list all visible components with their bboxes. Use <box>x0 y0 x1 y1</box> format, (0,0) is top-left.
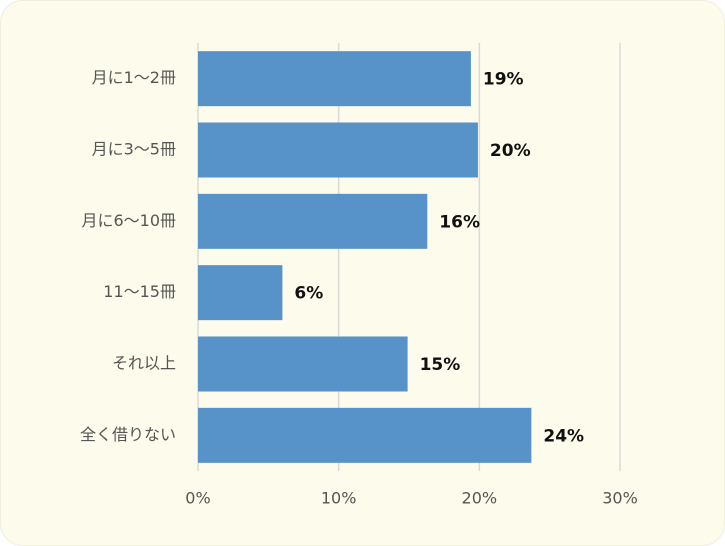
bar <box>198 265 283 321</box>
y-tick-label: 月に3～5冊 <box>92 140 176 159</box>
bar <box>198 336 408 392</box>
x-tick-label: 30% <box>602 489 638 508</box>
value-label: 15% <box>420 355 461 375</box>
x-tick-label: 0% <box>185 489 210 508</box>
bar <box>198 407 532 463</box>
bar <box>198 51 471 107</box>
value-label: 24% <box>543 426 584 446</box>
y-tick-label: それ以上 <box>112 354 176 373</box>
y-tick-label: 全く借りない <box>80 425 176 444</box>
value-label: 19% <box>483 70 524 90</box>
y-tick-label: 月に6～10冊 <box>81 211 176 230</box>
y-tick-label: 11～15冊 <box>103 282 176 301</box>
value-label: 20% <box>490 141 531 161</box>
x-tick-label: 20% <box>462 489 498 508</box>
y-tick-label: 月に1～2冊 <box>92 68 176 87</box>
bar <box>198 122 478 178</box>
value-label: 6% <box>294 284 323 304</box>
value-label: 16% <box>439 212 480 232</box>
x-tick-label: 10% <box>321 489 357 508</box>
bar <box>198 193 428 249</box>
